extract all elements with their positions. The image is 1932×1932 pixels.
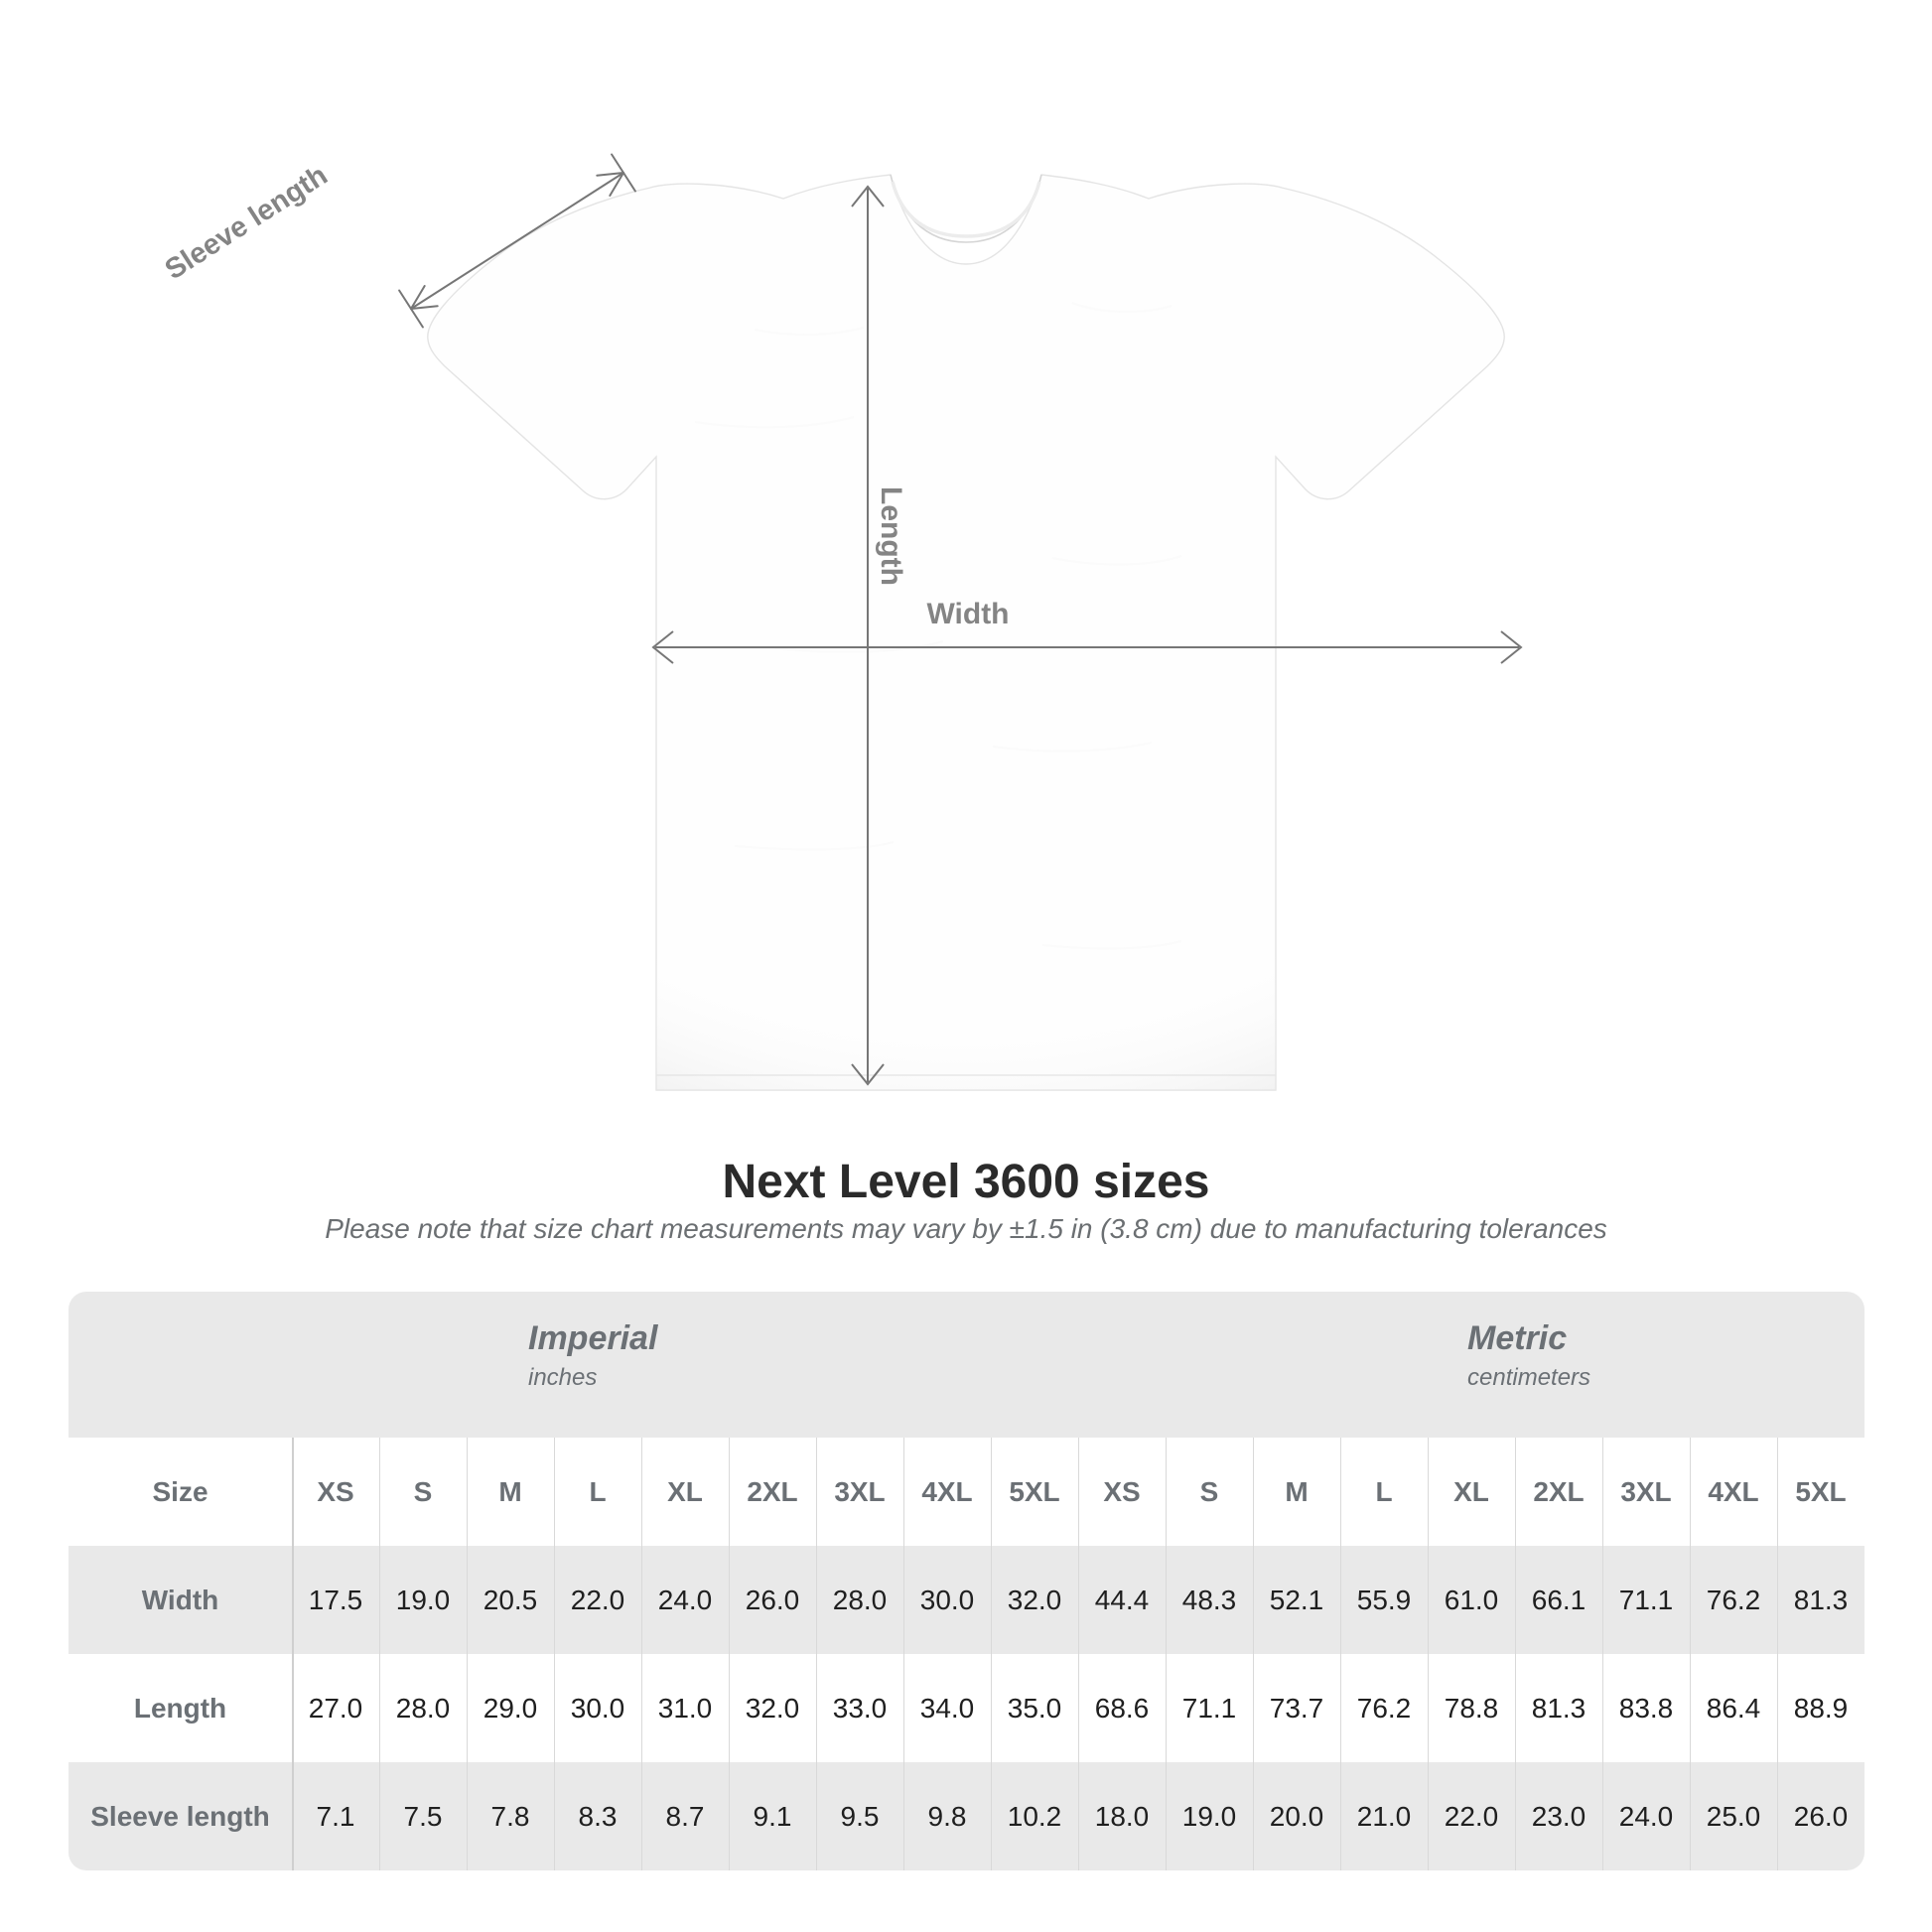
svg-text:Sleeve length: Sleeve length	[160, 160, 334, 287]
svg-text:Width: Width	[926, 598, 1009, 630]
svg-text:Length: Length	[875, 486, 907, 586]
